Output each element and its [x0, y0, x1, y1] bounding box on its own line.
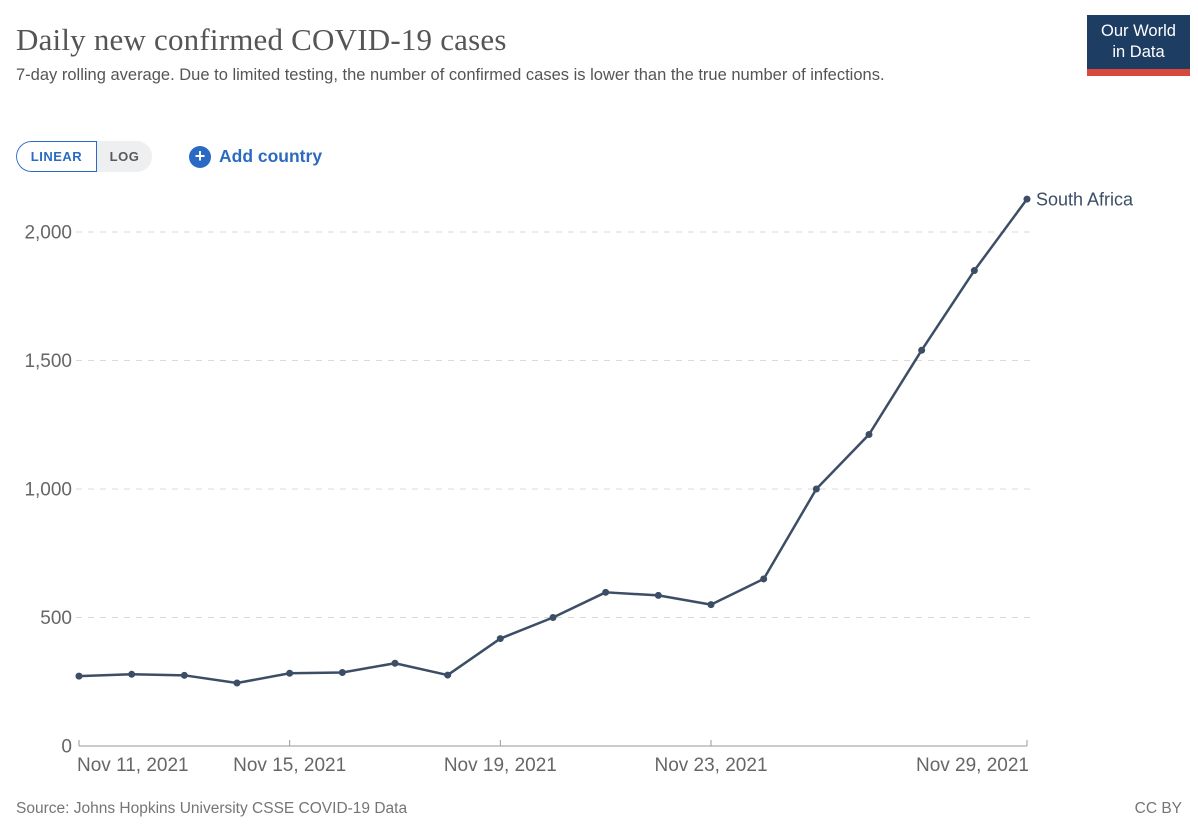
- data-point[interactable]: [496, 635, 504, 643]
- y-axis-tick-label: 1,500: [24, 351, 72, 372]
- scale-toggle: LINEAR LOG: [16, 141, 152, 172]
- data-point[interactable]: [707, 601, 715, 609]
- data-point[interactable]: [760, 575, 768, 583]
- owid-logo-line1: Our World: [1101, 22, 1176, 40]
- data-point[interactable]: [75, 672, 83, 680]
- plus-icon: +: [189, 145, 211, 168]
- y-axis-tick-label: 1,000: [24, 480, 72, 501]
- x-axis-tick-label: Nov 19, 2021: [444, 755, 557, 776]
- chart-controls: LINEAR LOG + Add country: [16, 141, 322, 172]
- data-point[interactable]: [918, 346, 926, 354]
- data-point[interactable]: [1023, 195, 1031, 203]
- data-point[interactable]: [233, 679, 241, 687]
- data-point[interactable]: [128, 670, 136, 678]
- data-point[interactable]: [391, 659, 399, 667]
- data-point[interactable]: [286, 669, 294, 677]
- y-axis-tick-label: 2,000: [24, 223, 72, 244]
- y-axis-tick-label: 500: [40, 608, 72, 629]
- data-point[interactable]: [602, 588, 610, 596]
- add-country-button[interactable]: + Add country: [189, 145, 323, 168]
- data-point[interactable]: [549, 614, 557, 621]
- data-point[interactable]: [180, 671, 188, 679]
- owid-logo[interactable]: Our World in Data: [1087, 15, 1190, 76]
- x-axis-tick-label: Nov 23, 2021: [654, 755, 767, 776]
- x-axis-tick-label: Nov 29, 2021: [916, 755, 1029, 776]
- x-axis-tick-label: Nov 15, 2021: [233, 755, 346, 776]
- chart-footer: Source: Johns Hopkins University CSSE CO…: [16, 800, 1182, 818]
- owid-logo-line2: in Data: [1112, 43, 1165, 61]
- add-country-label: Add country: [219, 146, 323, 166]
- linear-scale-button[interactable]: LINEAR: [16, 141, 97, 172]
- y-axis-tick-label: 0: [61, 737, 72, 758]
- data-point[interactable]: [970, 267, 978, 275]
- chart-subtitle: 7-day rolling average. Due to limited te…: [16, 66, 885, 84]
- data-point[interactable]: [654, 591, 662, 599]
- x-axis-tick-label: Nov 11, 2021: [77, 755, 189, 776]
- data-point[interactable]: [444, 671, 452, 679]
- source-attribution[interactable]: Source: Johns Hopkins University CSSE CO…: [16, 800, 408, 817]
- page-title: Daily new confirmed COVID-19 cases: [16, 22, 507, 57]
- series-end-label: South Africa: [1036, 190, 1134, 210]
- series-line[interactable]: [77, 197, 1029, 685]
- data-point[interactable]: [812, 485, 820, 493]
- log-scale-button[interactable]: LOG: [97, 141, 152, 172]
- data-point[interactable]: [865, 431, 873, 439]
- license-link[interactable]: CC BY: [1134, 800, 1182, 817]
- data-point[interactable]: [338, 668, 346, 676]
